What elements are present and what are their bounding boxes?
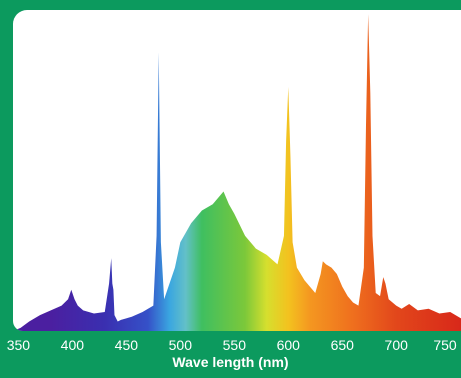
spectrum-chart <box>13 14 461 331</box>
x-tick-label: 450 <box>114 337 139 353</box>
x-tick-label: 500 <box>168 337 192 353</box>
spectrum-area <box>13 14 461 331</box>
x-tick-label: 600 <box>276 337 300 353</box>
x-axis-label: Wave length (nm) <box>172 354 289 370</box>
x-tick-label: 350 <box>6 337 31 353</box>
x-tick-label: 550 <box>222 337 246 353</box>
plot-area <box>13 10 461 331</box>
x-axis-ticks: 350 400 450 500 550 600 650 700 750 <box>0 336 461 354</box>
x-tick-label: 700 <box>384 337 408 353</box>
x-tick-label: 750 <box>433 337 457 353</box>
x-tick-label: 650 <box>330 337 354 353</box>
x-tick-label: 400 <box>60 337 85 353</box>
